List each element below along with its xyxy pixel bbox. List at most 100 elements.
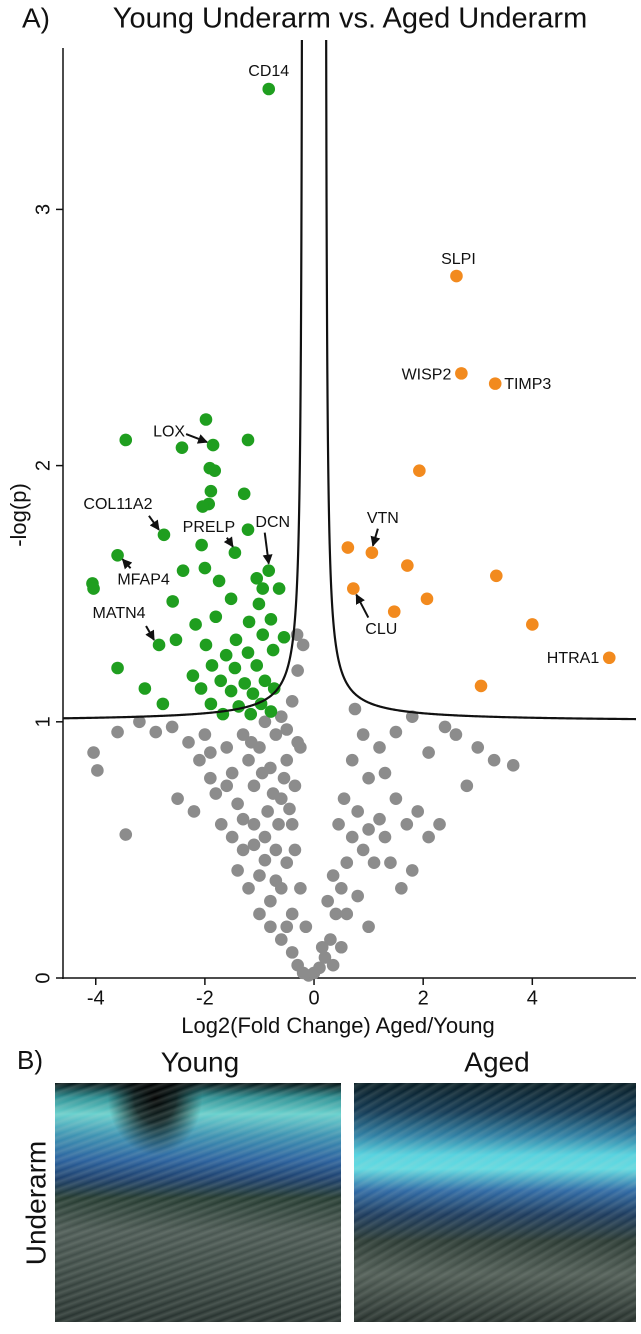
data-point (236, 728, 250, 741)
row-label: Underarm (20, 1141, 51, 1265)
data-point (228, 546, 242, 560)
data-point (225, 830, 239, 844)
data-point (224, 684, 238, 698)
data-point (411, 805, 425, 818)
data-point (256, 628, 270, 641)
x-tick-label: -4 (87, 987, 105, 1009)
data-point (87, 746, 100, 759)
data-point (165, 720, 179, 734)
data-point (602, 651, 616, 665)
data-point (294, 882, 307, 895)
data-point (460, 779, 474, 793)
gene-label: WISP2 (402, 367, 452, 384)
data-point (194, 682, 208, 695)
data-point (138, 682, 152, 695)
data-point (356, 728, 370, 741)
data-point (329, 907, 343, 921)
y-tick-label: 1 (32, 716, 54, 727)
data-point (212, 574, 226, 588)
data-point (283, 802, 296, 816)
data-point (253, 907, 266, 921)
gene-label: CLU (365, 621, 397, 638)
data-point (296, 638, 310, 652)
data-point (189, 618, 202, 631)
label-arrow (355, 593, 370, 619)
data-point (236, 843, 250, 857)
data-point (389, 725, 403, 739)
gene-label: HTRA1 (547, 650, 600, 667)
data-point (315, 940, 329, 954)
data-point (258, 853, 272, 867)
data-point (326, 869, 340, 882)
label-arrow (370, 528, 381, 547)
data-point (244, 707, 258, 721)
data-point (232, 700, 246, 713)
data-point (318, 951, 332, 964)
data-point (205, 659, 219, 672)
data-point (449, 728, 463, 741)
data-point (285, 946, 299, 959)
panel-label: B) (17, 1045, 43, 1075)
data-point (294, 741, 307, 754)
data-point (450, 269, 463, 283)
data-point (277, 771, 291, 785)
data-point (246, 687, 260, 700)
data-point (269, 874, 283, 887)
data-point (438, 720, 452, 734)
data-point (455, 367, 468, 380)
y-axis-label: -log(p) (6, 483, 31, 547)
data-point (182, 735, 195, 749)
y-tick-label: 0 (32, 972, 54, 983)
data-point (405, 864, 419, 877)
data-point (474, 679, 488, 693)
data-point (378, 766, 392, 780)
data-point (395, 882, 408, 895)
data-point (111, 661, 124, 675)
data-point (87, 582, 100, 595)
data-point (204, 697, 218, 711)
data-point (280, 856, 294, 870)
data-point (288, 843, 302, 857)
data-point (152, 638, 166, 652)
data-point (241, 646, 255, 659)
gene-label: DCN (255, 514, 290, 531)
data-point (149, 725, 163, 739)
label-arrow (185, 433, 209, 444)
data-point (256, 582, 270, 595)
data-point (169, 633, 183, 647)
label-arrow (148, 515, 160, 531)
data-point (204, 746, 217, 759)
data-point (204, 484, 218, 498)
data-point (220, 779, 234, 793)
data-point (176, 564, 190, 577)
data-point (225, 766, 239, 780)
data-point (166, 595, 179, 608)
data-point (247, 779, 261, 793)
x-tick-label: -2 (196, 987, 214, 1009)
data-point (299, 920, 313, 934)
data-point (332, 817, 345, 831)
label-arrow (121, 558, 133, 570)
data-point (171, 792, 184, 805)
gene-label: VTN (367, 510, 399, 527)
data-point (247, 838, 261, 852)
plot-area: 0 1 2 3 -4 -2 0 2 4 CD14 LOX COL11A2 PRELP DCN MFAP4 MA… (32, 40, 637, 1009)
data-point (175, 441, 189, 454)
data-point (335, 882, 348, 895)
gene-label: MATN4 (93, 605, 146, 622)
data-point (348, 702, 362, 716)
data-point (214, 674, 228, 688)
data-point (133, 715, 146, 729)
data-point (236, 812, 250, 826)
data-point (313, 961, 326, 975)
data-point (362, 920, 375, 934)
data-point (337, 792, 351, 805)
data-point (488, 377, 502, 390)
data-point (351, 805, 364, 818)
data-point (285, 907, 299, 921)
data-point (341, 541, 355, 554)
data-point (487, 753, 501, 767)
data-point (264, 920, 277, 934)
